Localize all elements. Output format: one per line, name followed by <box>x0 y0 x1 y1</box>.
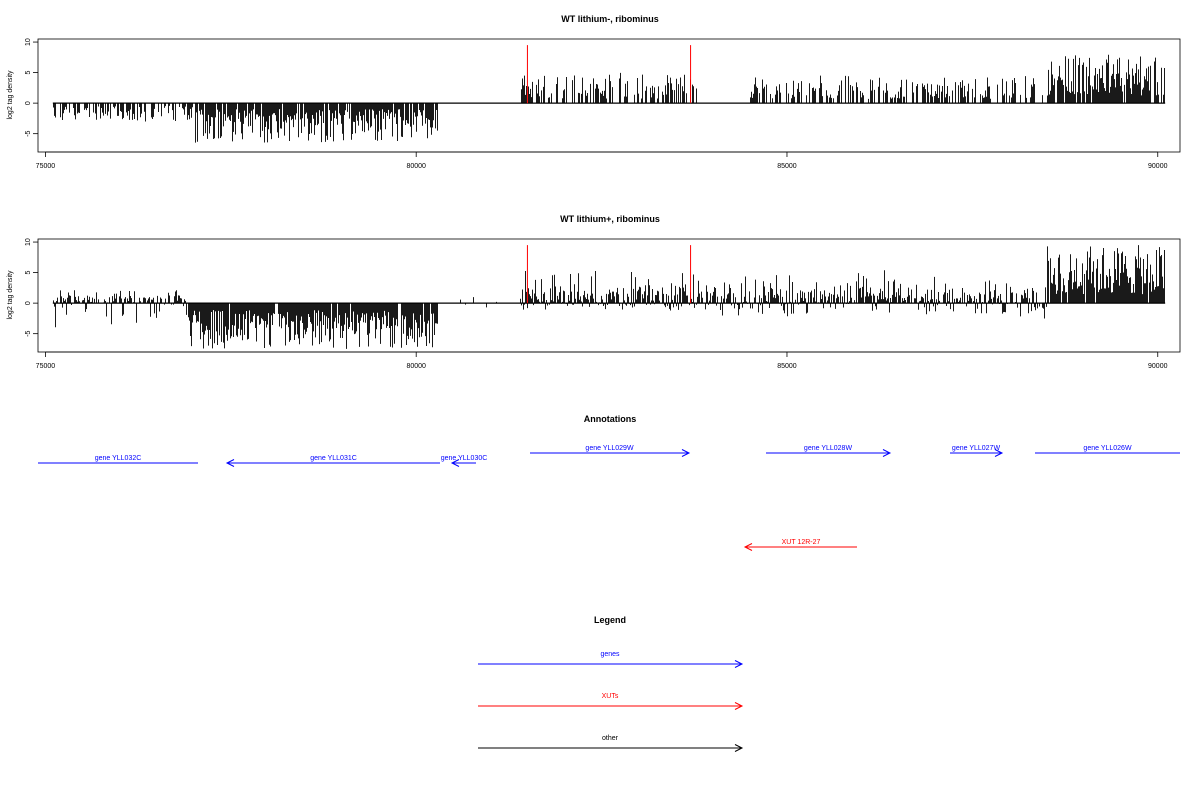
feature-label: XUT 12R-27 <box>782 539 821 546</box>
legend-label: other <box>602 735 619 742</box>
panel-title: WT lithium+, ribominus <box>560 214 660 224</box>
x-tick-label: 85000 <box>777 363 797 370</box>
feature-xut-12r-27: XUT 12R-27 <box>743 539 857 551</box>
y-tick-label: -5 <box>25 130 32 136</box>
feature-arrow-arrowhead <box>882 449 892 457</box>
x-tick-label: 90000 <box>1148 363 1168 370</box>
x-axis: 75000 80000 85000 90000 <box>36 351 1168 370</box>
legend-item-genes: genes <box>478 651 744 668</box>
legend-arrow-arrowhead <box>734 744 744 752</box>
feature-gene-yll030c: gene YLL030C <box>441 455 488 467</box>
feature-gene-yll027w: gene YLL027W <box>950 445 1004 457</box>
feature-gene-yll029w: gene YLL029W <box>530 445 691 457</box>
feature-arrow-arrowhead <box>994 449 1004 457</box>
x-axis: 75000 80000 85000 90000 <box>36 151 1168 170</box>
feature-label: gene YLL031C <box>310 455 357 462</box>
annotations-panel: Annotations gene YLL032C gene YLL031C gene… <box>38 414 1180 551</box>
y-tick-label: 0 <box>25 101 32 105</box>
y-tick-label: 5 <box>25 271 32 275</box>
feature-label: gene YLL026W <box>1083 445 1132 452</box>
legend-label: XUTs <box>602 693 619 700</box>
y-tick-label: 5 <box>25 71 32 75</box>
legend-items: genes XUTs other <box>478 651 744 752</box>
y-tick-label: -5 <box>25 330 32 336</box>
feature-arrow-arrowhead <box>225 459 235 467</box>
plot-frame <box>37 238 1181 353</box>
feature-gene-yll031c: gene YLL031C <box>225 455 440 467</box>
y-tick-label: 10 <box>25 38 32 46</box>
annotations-title: Annotations <box>584 414 637 424</box>
feature-arrow-arrowhead <box>681 449 691 457</box>
legend-arrow-arrowhead <box>734 660 744 668</box>
signal-bars <box>53 54 1165 143</box>
feature-gene-yll028w: gene YLL028W <box>766 445 892 457</box>
panel-title: WT lithium-, ribominus <box>561 14 659 24</box>
legend: Legend genes XUTs other <box>478 615 744 752</box>
red-markers <box>526 245 692 304</box>
y-axis-label: log2 tag density <box>7 270 14 320</box>
x-tick-label: 80000 <box>406 363 426 370</box>
x-tick-label: 75000 <box>36 163 56 170</box>
legend-title: Legend <box>594 615 626 625</box>
legend-item-other: other <box>478 735 744 752</box>
y-axis: 10 5 0 -5 <box>25 238 38 337</box>
feature-arrow-arrowhead <box>743 543 753 551</box>
feature-gene-yll026w: gene YLL026W <box>1035 445 1180 454</box>
feature-label: gene YLL029W <box>585 445 634 452</box>
legend-label: genes <box>600 651 620 658</box>
signal-bars <box>53 245 1165 349</box>
x-tick-label: 75000 <box>36 363 56 370</box>
feature-arrow-arrowhead <box>450 459 460 467</box>
x-tick-label: 85000 <box>777 163 797 170</box>
feature-label: gene YLL027W <box>952 445 1001 452</box>
legend-item-xuts: XUTs <box>478 693 744 710</box>
y-tick-label: 0 <box>25 301 32 305</box>
coverage-panel-lithium-plus: WT lithium+, ribominus log2 tag density … <box>7 214 1181 370</box>
feature-label: gene YLL032C <box>95 455 142 462</box>
red-markers <box>526 45 692 104</box>
x-tick-label: 80000 <box>406 163 426 170</box>
y-axis-label: log2 tag density <box>7 70 14 120</box>
x-tick-label: 90000 <box>1148 163 1168 170</box>
coverage-panel-lithium-minus: WT lithium-, ribominus log2 tag density … <box>7 14 1181 170</box>
legend-arrow-arrowhead <box>734 702 744 710</box>
feature-label: gene YLL030C <box>441 455 488 462</box>
plot-frame <box>37 38 1181 153</box>
feature-gene-yll032c: gene YLL032C <box>38 455 198 464</box>
y-axis: 10 5 0 -5 <box>25 38 38 137</box>
feature-list: gene YLL032C gene YLL031C gene YLL030C gene… <box>38 445 1180 551</box>
feature-label: gene YLL028W <box>804 445 853 452</box>
y-tick-label: 10 <box>25 238 32 246</box>
